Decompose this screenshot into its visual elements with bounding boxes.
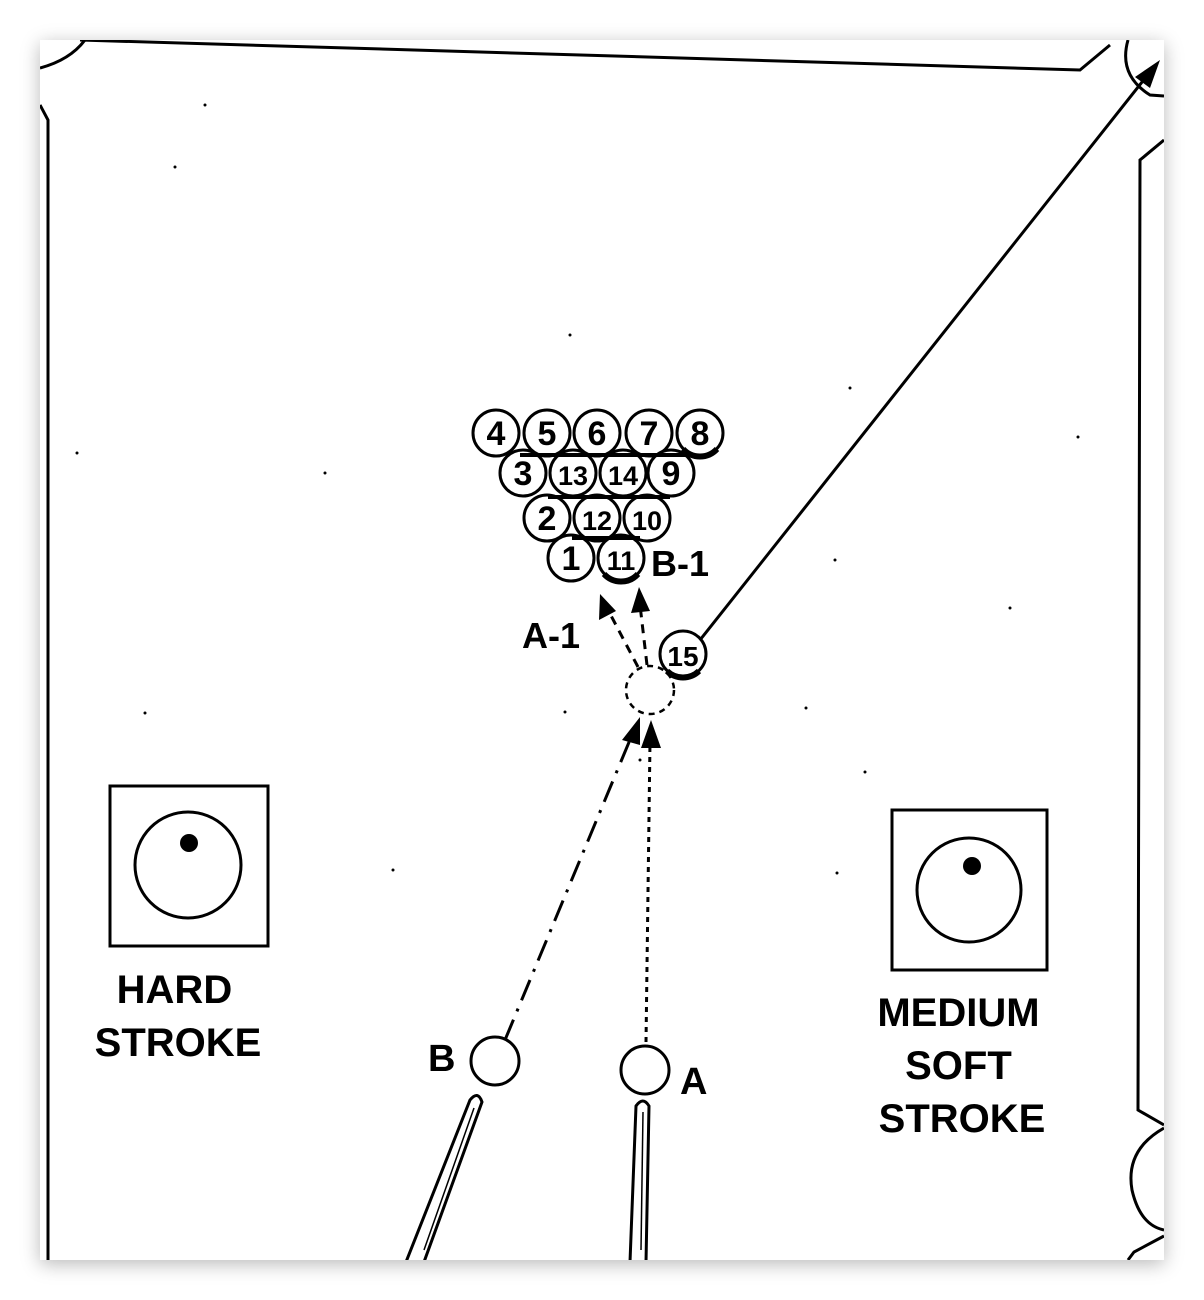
ball-rack: 4 5 6 7 83 13 14 92 12 101 11 — [471, 408, 725, 585]
cue-ball-a — [619, 1044, 671, 1096]
ball-15-number: 15 — [667, 641, 698, 672]
path-a-arrowhead — [641, 720, 661, 748]
path-b1-arrowhead — [631, 587, 650, 613]
rack-ball-6: 6 — [572, 408, 622, 458]
label-a1: A-1 — [522, 615, 580, 656]
pool-table-diagram: 4 5 6 7 83 13 14 92 12 101 11 B-1 A-1 15 B A — [40, 40, 1164, 1260]
path-a — [644, 741, 652, 1043]
medium-soft-label-line1: MEDIUM — [877, 991, 1039, 1035]
cue-stick-a — [628, 1099, 651, 1260]
rack-ball-9: 9 — [646, 448, 696, 498]
rack-ball-12-number: 12 — [582, 506, 612, 536]
medium-soft-stroke-indicator: MEDIUM SOFT STROKE — [877, 808, 1050, 1141]
rack-ball-7: 7 — [624, 408, 674, 458]
rack-ball-2-number: 2 — [538, 500, 557, 538]
rack-ball-11: 11 — [596, 533, 646, 585]
rack-ball-4-number: 4 — [487, 415, 506, 453]
rack-ball-4: 4 — [471, 408, 521, 458]
rack-ball-9-number: 9 — [662, 455, 681, 493]
medium-soft-stroke-contact-dot — [963, 857, 981, 875]
table-rails — [40, 40, 1164, 1260]
rack-ball-13-number: 13 — [558, 461, 588, 491]
hard-stroke-cue-ball — [133, 810, 243, 920]
right-rail-outer — [1136, 138, 1164, 1127]
deflection-paths — [605, 604, 649, 668]
svg-text:MEDIUM SOFT STROKE: MEDIUM SOFT STROKE — [877, 991, 1050, 1141]
ghost-ball — [624, 664, 676, 716]
bottom-right-rail — [1126, 1234, 1164, 1260]
medium-soft-stroke-cue-ball — [915, 836, 1023, 944]
medium-soft-label-line3: STROKE — [879, 1097, 1046, 1141]
top-rail — [79, 40, 1111, 72]
table-speckles — [75, 103, 1080, 875]
path-b1 — [638, 604, 649, 666]
cue-ball-b — [469, 1035, 521, 1087]
rack-ball-14: 14 — [598, 448, 648, 498]
rack-ball-2: 2 — [522, 493, 572, 543]
medium-soft-stroke-box — [890, 808, 1049, 972]
diagram-card: 4 5 6 7 8 3 13 14 9 2 12 10 1 11 B-1 A-1 15 B A — [40, 40, 1164, 1260]
hard-stroke-label-line2: STROKE — [95, 1021, 262, 1065]
rack-ball-10-number: 10 — [632, 506, 662, 536]
rack-ball-3-number: 3 — [514, 455, 533, 493]
label-b1: B-1 — [651, 543, 709, 584]
label-b: B — [428, 1038, 455, 1080]
top-left-corner-pocket — [40, 40, 87, 70]
path-a1-arrowhead — [599, 594, 616, 620]
rack-ball-5: 5 — [522, 408, 572, 458]
hard-stroke-contact-dot — [180, 834, 198, 852]
rack-ball-12: 12 — [572, 493, 622, 543]
cue-paths — [503, 734, 652, 1043]
path-b — [503, 734, 634, 1041]
rack-ball-1-number: 1 — [562, 540, 581, 578]
rack-ball-10: 10 — [622, 493, 672, 543]
medium-soft-label-line2: SOFT — [905, 1044, 1012, 1088]
top-right-pocket — [1124, 40, 1164, 98]
svg-text:HARD STROKE: HARD STROKE — [95, 968, 262, 1065]
hard-stroke-indicator: HARD STROKE — [95, 784, 270, 1065]
rack-ball-1: 1 — [546, 533, 596, 583]
rack-ball-11-number: 11 — [607, 546, 636, 576]
label-a: A — [680, 1061, 707, 1103]
hard-stroke-label-line1: HARD — [117, 968, 233, 1012]
cue-stick-b — [405, 1094, 484, 1260]
left-rail — [40, 104, 50, 1260]
rack-ball-8: 8 — [675, 408, 725, 460]
ball-15-path-arrowhead — [1135, 60, 1160, 88]
rack-ball-14-number: 14 — [608, 461, 638, 491]
bottom-right-pocket — [1129, 1126, 1164, 1232]
rack-ball-7-number: 7 — [640, 415, 659, 453]
object-ball-15: 15 — [658, 629, 708, 681]
rack-ball-8-number: 8 — [691, 415, 710, 453]
ball-15-path — [698, 60, 1160, 641]
rack-ball-6-number: 6 — [588, 415, 607, 453]
path-b-arrowhead — [622, 717, 640, 745]
rack-ball-3: 3 — [498, 448, 548, 498]
path-a1 — [605, 607, 640, 668]
rack-ball-5-number: 5 — [538, 415, 557, 453]
